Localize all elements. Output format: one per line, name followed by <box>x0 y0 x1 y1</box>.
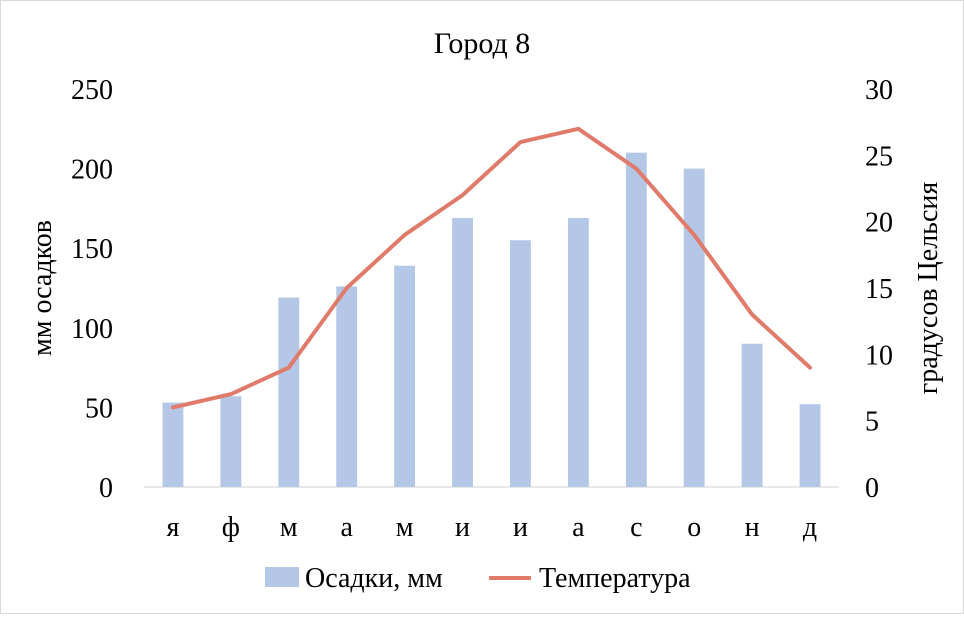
precipitation-bars <box>163 153 821 487</box>
x-tick-label: ф <box>222 512 240 543</box>
x-tick-label: и <box>513 512 528 543</box>
legend-label-temperature: Температура <box>539 563 691 594</box>
left-tick-label: 50 <box>85 393 113 424</box>
precipitation-bar <box>278 298 299 487</box>
precipitation-bar <box>394 266 415 487</box>
precipitation-bar <box>452 218 473 487</box>
x-tick-label: а <box>572 512 585 543</box>
right-tick-label: 15 <box>865 274 893 305</box>
temperature-line-layer <box>173 129 810 408</box>
precipitation-bar <box>742 344 763 487</box>
x-tick-label: н <box>745 512 760 543</box>
left-tick-label: 0 <box>99 473 113 504</box>
legend: Осадки, мм Температура <box>265 563 691 594</box>
x-tick-label: и <box>455 512 470 543</box>
right-tick-label: 30 <box>865 75 893 106</box>
x-tick-label: я <box>167 512 180 543</box>
right-axis-ticks: 0 5 10 15 20 25 30 <box>865 75 893 504</box>
left-tick-label: 250 <box>71 75 113 106</box>
precipitation-bar <box>684 169 705 487</box>
left-tick-label: 200 <box>71 155 113 186</box>
chart-title: Город 8 <box>434 27 531 60</box>
legend-label-precipitation: Осадки, мм <box>305 563 443 594</box>
right-axis-label: градусов Цельсия <box>913 182 944 395</box>
precipitation-bar <box>568 218 589 487</box>
legend-swatch-precipitation <box>265 567 299 587</box>
right-tick-label: 10 <box>865 340 893 371</box>
left-tick-label: 150 <box>71 234 113 265</box>
right-tick-label: 25 <box>865 141 893 172</box>
x-tick-label: с <box>630 512 642 543</box>
right-tick-label: 0 <box>865 473 879 504</box>
x-tick-label: м <box>280 512 298 543</box>
x-tick-label: а <box>340 512 353 543</box>
x-tick-label: м <box>396 512 414 543</box>
precipitation-bar <box>800 404 821 487</box>
right-tick-label: 5 <box>865 407 879 438</box>
left-axis-ticks: 0 50 100 150 200 250 <box>71 75 113 504</box>
precipitation-bar <box>510 240 531 487</box>
left-tick-label: 100 <box>71 314 113 345</box>
left-axis-label: мм осадков <box>27 220 58 356</box>
precipitation-bar <box>220 396 241 487</box>
precipitation-bar <box>336 286 357 487</box>
temperature-line <box>173 129 810 408</box>
right-tick-label: 20 <box>865 208 893 239</box>
x-tick-label: д <box>803 512 817 543</box>
x-tick-label: о <box>687 512 701 543</box>
precipitation-bar <box>626 153 647 487</box>
precipitation-bar <box>163 403 184 487</box>
